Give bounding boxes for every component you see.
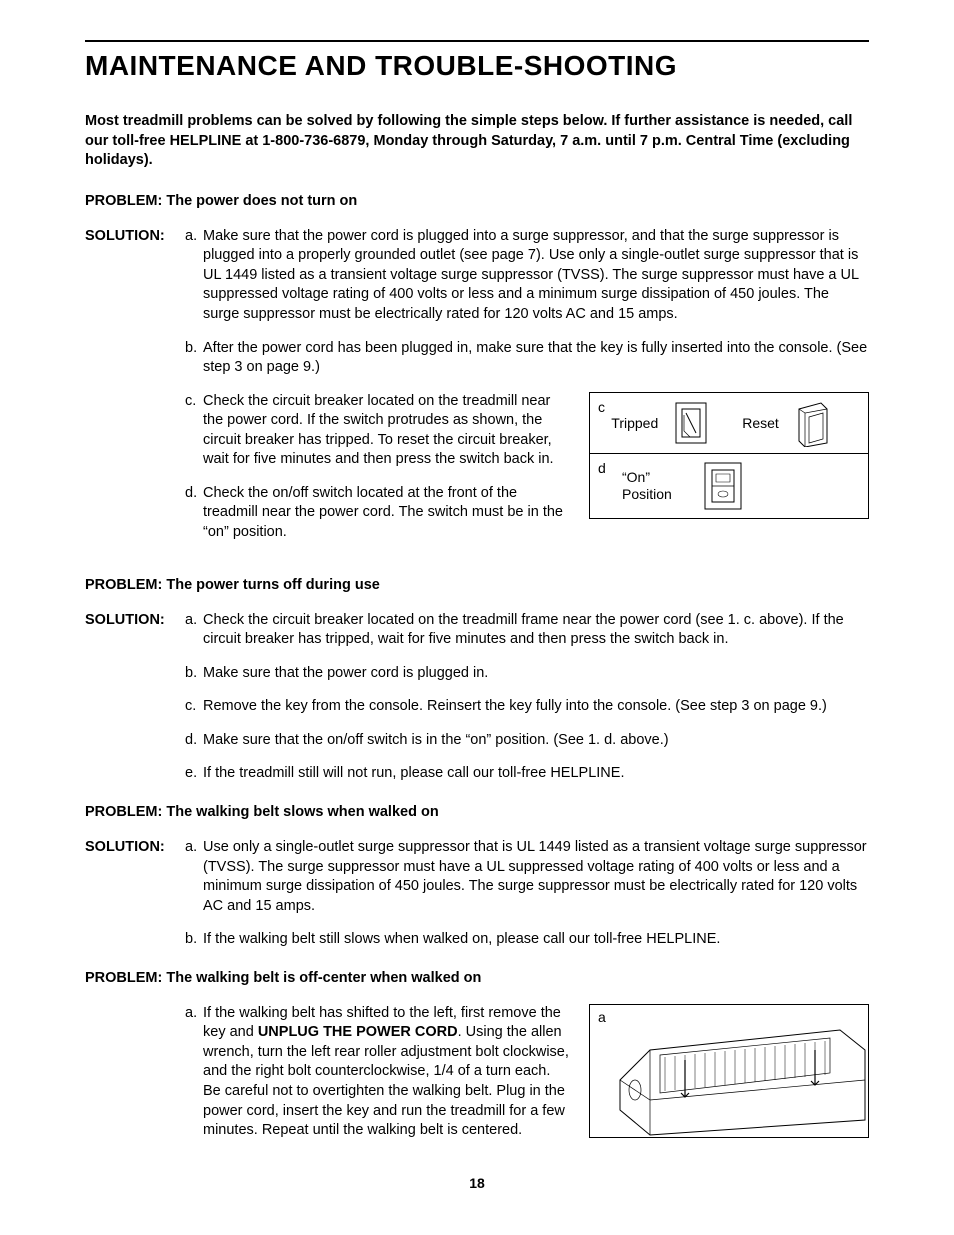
- item-text: Make sure that the on/off switch is in t…: [203, 731, 869, 751]
- solution-item: d. Check the on/off switch located at th…: [85, 484, 569, 543]
- item-letter: e.: [185, 764, 203, 784]
- item-letter: a.: [185, 611, 203, 650]
- solution-item: e. If the treadmill still will not run, …: [85, 764, 869, 784]
- figure-letter: a: [598, 1009, 606, 1025]
- solution-item: b. Make sure that the power cord is plug…: [85, 664, 869, 684]
- item-text: If the walking belt has shifted to the l…: [203, 1004, 569, 1141]
- solution-item: SOLUTION: a. Check the circuit breaker l…: [85, 611, 869, 650]
- intro-paragraph: Most treadmill problems can be solved by…: [85, 112, 869, 171]
- solution-item: d. Make sure that the on/off switch is i…: [85, 731, 869, 751]
- on-position-label: “On” Position: [622, 469, 672, 503]
- item-text: Use only a single-outlet surge suppresso…: [203, 838, 869, 916]
- top-rule: [85, 40, 869, 42]
- item-text: If the treadmill still will not run, ple…: [203, 764, 869, 784]
- problem-heading: PROBLEM: The power does not turn on: [85, 193, 869, 209]
- item-text: Check the on/off switch located at the f…: [203, 484, 569, 543]
- figure-letter: c: [598, 399, 611, 415]
- item-letter: a.: [185, 227, 203, 325]
- item-letter: b.: [185, 930, 203, 950]
- item-text: After the power cord has been plugged in…: [203, 339, 869, 378]
- item-text: Make sure that the power cord is plugged…: [203, 664, 869, 684]
- item-letter: c.: [185, 392, 203, 470]
- tripped-label: Tripped: [611, 415, 658, 431]
- on-switch-icon: [702, 460, 744, 512]
- solution-item: a. If the walking belt has shifted to th…: [85, 1004, 569, 1141]
- item-text-post: . Using the allen wrench, turn the left …: [203, 1024, 569, 1138]
- item-letter: c.: [185, 697, 203, 717]
- item-text: Check the circuit breaker located on the…: [203, 392, 569, 470]
- item-letter: a.: [185, 838, 203, 916]
- item-text: Remove the key from the console. Reinser…: [203, 697, 869, 717]
- solution-item: b. After the power cord has been plugged…: [85, 339, 869, 378]
- solution-label: SOLUTION:: [85, 611, 185, 650]
- item-text-bold: UNPLUG THE POWER CORD: [258, 1024, 458, 1040]
- problem-heading: PROBLEM: The walking belt is off-center …: [85, 970, 869, 986]
- solution-item: c. Check the circuit breaker located on …: [85, 392, 569, 470]
- solution-label: SOLUTION:: [85, 227, 185, 325]
- belt-adjustment-figure: a: [589, 1004, 869, 1138]
- item-letter: b.: [185, 339, 203, 378]
- document-page: MAINTENANCE AND TROUBLE-SHOOTING Most tr…: [0, 0, 954, 1221]
- treadmill-rear-icon: [590, 1005, 868, 1137]
- item-letter: d.: [185, 484, 203, 543]
- item-letter: a.: [185, 1004, 203, 1141]
- solution-item: b. If the walking belt still slows when …: [85, 930, 869, 950]
- solution-item: SOLUTION: a. Use only a single-outlet su…: [85, 838, 869, 916]
- item-text: If the walking belt still slows when wal…: [203, 930, 869, 950]
- solution-item: c. Remove the key from the console. Rein…: [85, 697, 869, 717]
- item-letter: b.: [185, 664, 203, 684]
- figure-letter: d: [598, 460, 612, 476]
- reset-switch-icon: [793, 399, 831, 447]
- problem-heading: PROBLEM: The walking belt slows when wal…: [85, 804, 869, 820]
- solution-label: SOLUTION:: [85, 838, 185, 916]
- item-text: Make sure that the power cord is plugged…: [203, 227, 869, 325]
- reset-label: Reset: [742, 415, 779, 431]
- solution-item: SOLUTION: a. Make sure that the power co…: [85, 227, 869, 325]
- tripped-switch-icon: [672, 399, 710, 447]
- circuit-breaker-figure: c Tripped Reset: [589, 392, 869, 519]
- problem-heading: PROBLEM: The power turns off during use: [85, 577, 869, 593]
- page-title: MAINTENANCE AND TROUBLE-SHOOTING: [85, 50, 869, 82]
- page-number: 18: [85, 1175, 869, 1191]
- item-text: Check the circuit breaker located on the…: [203, 611, 869, 650]
- item-letter: d.: [185, 731, 203, 751]
